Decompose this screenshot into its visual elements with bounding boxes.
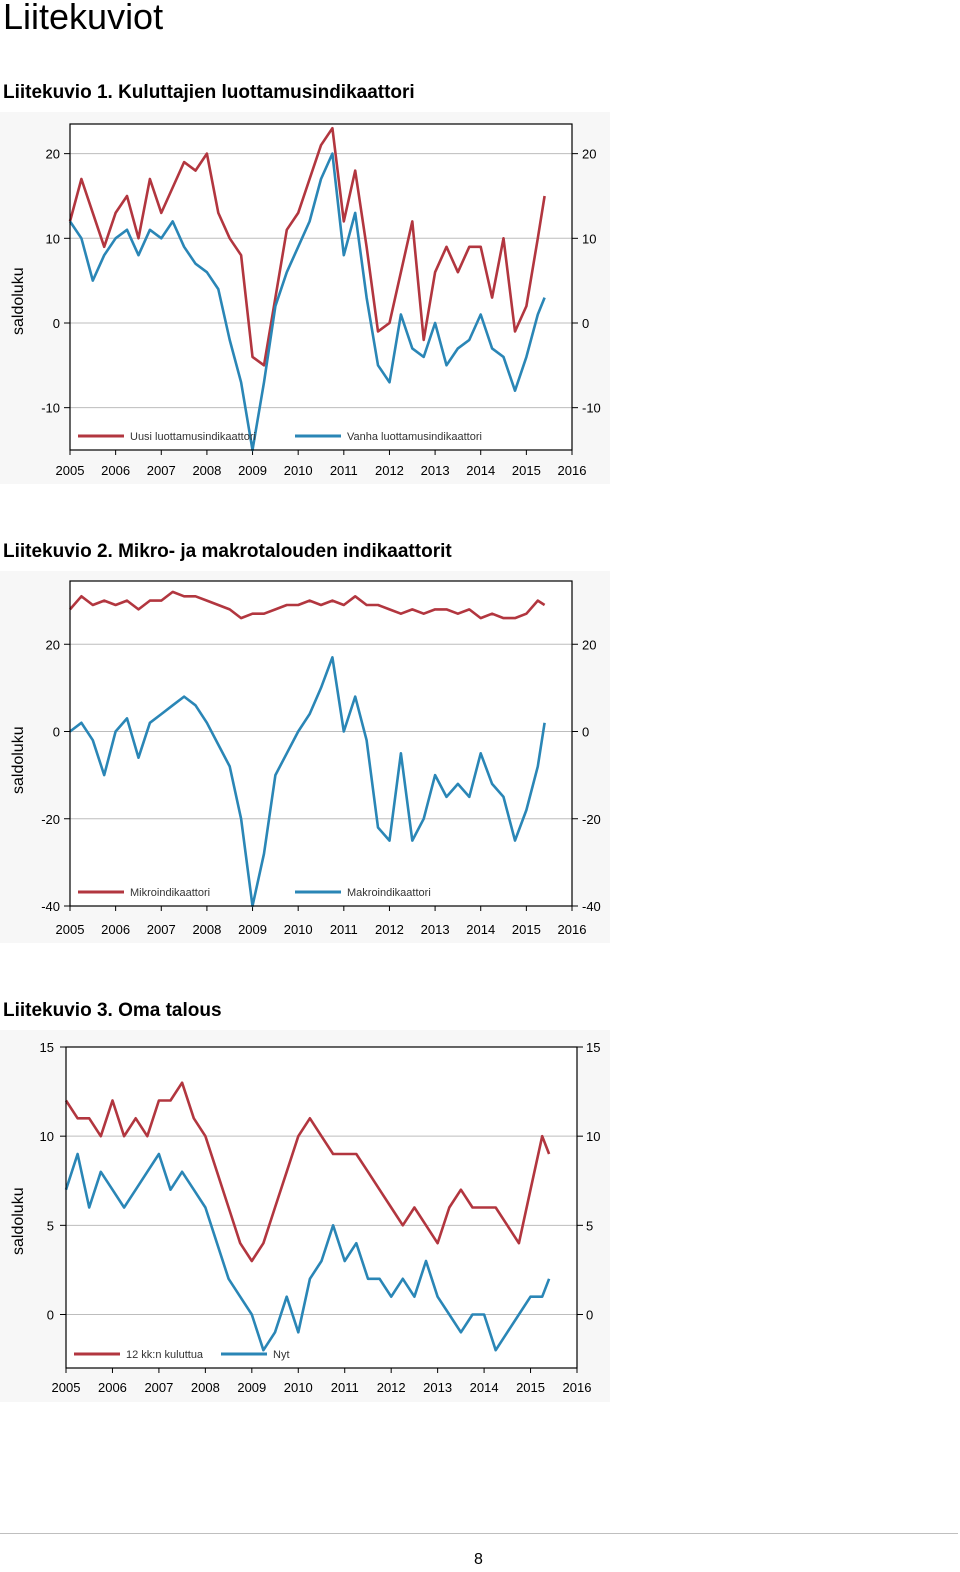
x-tick-label: 2014 xyxy=(470,1380,499,1395)
y-tick-label-left: 20 xyxy=(46,147,60,162)
page-number: 8 xyxy=(474,1551,483,1568)
x-tick-label: 2015 xyxy=(512,922,541,937)
figure-1-caption: Liitekuvio 1. Kuluttajien luottamusindik… xyxy=(3,82,415,103)
legend-label: Makroindikaattori xyxy=(347,887,431,899)
legend-label: Mikroindikaattori xyxy=(130,887,210,899)
y-tick-label-left: 5 xyxy=(47,1218,54,1233)
y-tick-label-right: 20 xyxy=(582,637,596,652)
plot-frame xyxy=(69,580,573,907)
y-tick-label-right: 0 xyxy=(582,316,589,331)
x-tick-label: 2007 xyxy=(144,1380,173,1395)
y-tick-label-right: 20 xyxy=(582,147,596,162)
plot-frame xyxy=(65,1046,578,1369)
page-heading: Liitekuviot xyxy=(3,0,164,37)
series-line-blue xyxy=(69,656,546,908)
x-tick-label: 2016 xyxy=(558,922,587,937)
y-tick-label-right: 0 xyxy=(582,725,589,740)
figure-3-y-axis-label: saldoluku xyxy=(10,1187,27,1255)
x-tick-label: 2008 xyxy=(191,1380,220,1395)
y-tick-label-right: -40 xyxy=(582,899,601,914)
y-tick-label-left: 0 xyxy=(53,725,60,740)
series-line-red xyxy=(64,1081,551,1263)
y-tick-label-left: 10 xyxy=(46,231,60,246)
y-tick-label-right: 5 xyxy=(586,1218,593,1233)
x-tick-label: 2006 xyxy=(101,463,130,478)
x-tick-label: 2014 xyxy=(466,922,495,937)
x-tick-label: 2009 xyxy=(237,1380,266,1395)
footer-divider xyxy=(0,1533,958,1534)
x-tick-label: 2015 xyxy=(516,1380,545,1395)
figure-3-chart: 15 15 10 10 5 5 0 0 2005 2006 2007 2008 2009 2010 2011… xyxy=(0,1030,610,1402)
plot-area xyxy=(66,1047,577,1368)
y-tick-label-right: -10 xyxy=(582,401,601,416)
x-tick-label: 2010 xyxy=(284,1380,313,1395)
x-tick-label: 2008 xyxy=(192,463,221,478)
series-line-blue xyxy=(64,1152,551,1352)
x-tick-label: 2005 xyxy=(56,463,85,478)
plot-area xyxy=(70,581,572,906)
x-tick-label: 2007 xyxy=(147,463,176,478)
x-tick-label: 2006 xyxy=(98,1380,127,1395)
legend-label: Uusi luottamusindikaattori xyxy=(130,431,256,443)
y-tick-label-left: 20 xyxy=(46,637,60,652)
y-tick-label-left: -40 xyxy=(41,899,60,914)
x-tick-label: 2013 xyxy=(421,922,450,937)
x-tick-label: 2013 xyxy=(423,1380,452,1395)
y-tick-label-left: 0 xyxy=(53,316,60,331)
x-tick-label: 2012 xyxy=(375,463,404,478)
x-tick-label: 2012 xyxy=(377,1380,406,1395)
plot-area xyxy=(70,124,572,450)
x-tick-label: 2012 xyxy=(375,922,404,937)
y-tick-label-right: -20 xyxy=(582,812,601,827)
x-tick-label: 2009 xyxy=(238,463,267,478)
figure-3-caption: Liitekuvio 3. Oma talous xyxy=(3,1000,222,1021)
series-line-red xyxy=(68,126,546,367)
series-line-blue xyxy=(68,152,546,452)
plot-frame xyxy=(69,123,573,451)
y-tick-label-left: 10 xyxy=(40,1129,54,1144)
x-tick-label: 2005 xyxy=(56,922,85,937)
series-line-red xyxy=(69,590,546,620)
x-tick-label: 2008 xyxy=(192,922,221,937)
x-tick-label: 2009 xyxy=(238,922,267,937)
figure-2-chart: 20 20 0 0 -20 -20 -40 -40 2005 2006 2007 2008 2009 20… xyxy=(0,571,610,943)
y-tick-label-left: 0 xyxy=(47,1308,54,1323)
figure-1-y-axis-label: saldoluku xyxy=(10,267,27,335)
x-tick-label: 2014 xyxy=(466,463,495,478)
x-tick-label: 2010 xyxy=(284,463,313,478)
y-tick-label-left: -10 xyxy=(41,401,60,416)
y-tick-label-right: 10 xyxy=(586,1129,600,1144)
y-tick-label-right: 15 xyxy=(586,1040,600,1055)
figure-2-y-axis-label: saldoluku xyxy=(10,726,27,794)
legend-label: 12 kk:n kuluttua xyxy=(126,1349,204,1361)
y-tick-label-right: 10 xyxy=(582,231,596,246)
y-tick-label-left: 15 xyxy=(40,1040,54,1055)
legend-label: Nyt xyxy=(273,1349,290,1361)
x-tick-label: 2013 xyxy=(421,463,450,478)
x-tick-label: 2016 xyxy=(558,463,587,478)
legend-label: Vanha luottamusindikaattori xyxy=(347,431,482,443)
x-tick-label: 2011 xyxy=(331,1380,359,1395)
x-tick-label: 2011 xyxy=(330,922,358,937)
x-tick-label: 2006 xyxy=(101,922,130,937)
figure-2-caption: Liitekuvio 2. Mikro- ja makrotalouden in… xyxy=(3,541,452,562)
x-tick-label: 2011 xyxy=(330,463,358,478)
x-tick-label: 2007 xyxy=(147,922,176,937)
x-tick-label: 2005 xyxy=(52,1380,81,1395)
x-tick-label: 2016 xyxy=(563,1380,592,1395)
y-tick-label-left: -20 xyxy=(41,812,60,827)
y-tick-label-right: 0 xyxy=(586,1308,593,1323)
x-tick-label: 2015 xyxy=(512,463,541,478)
x-tick-label: 2010 xyxy=(284,922,313,937)
